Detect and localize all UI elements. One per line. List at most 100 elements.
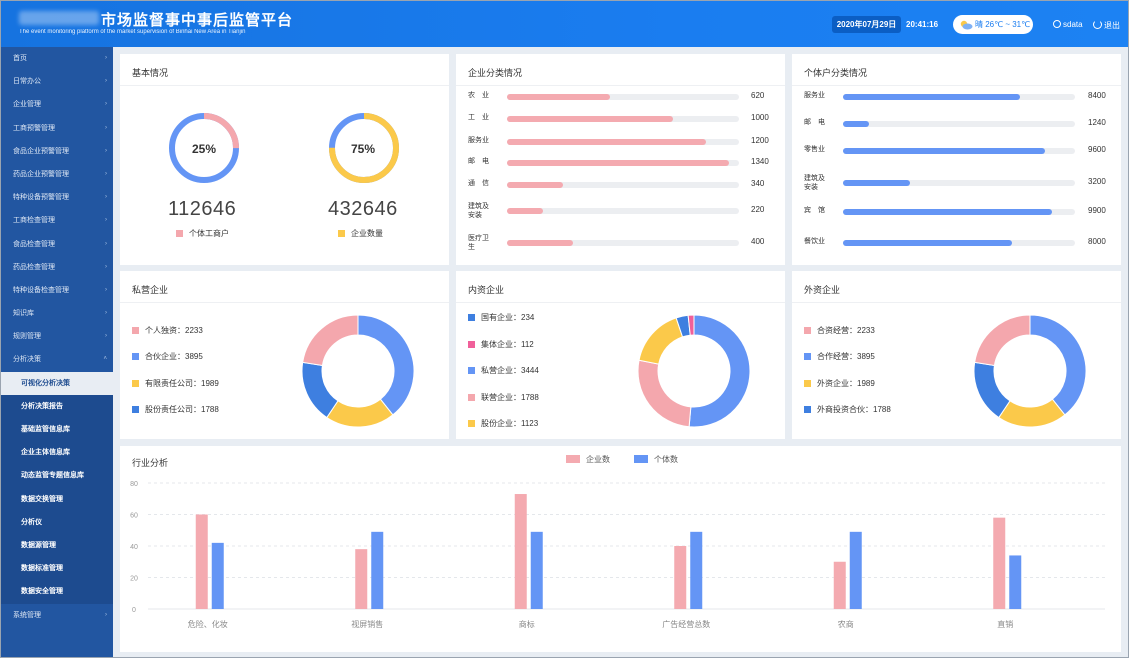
bar-row: 邮 电 1240 <box>804 118 1114 132</box>
legend-item: 合资经营：2233 <box>804 325 875 336</box>
sidebar-item[interactable]: 特种设备预警管理 › <box>1 186 113 209</box>
divider <box>120 85 449 86</box>
sidebar-item-label: 可视化分析决策 <box>21 379 70 387</box>
donut-slice <box>688 314 751 428</box>
sidebar-item[interactable]: 知识库 › <box>1 302 113 325</box>
bar-individual <box>849 531 862 609</box>
bar-row: 服务业 8400 <box>804 91 1114 105</box>
donut-slice <box>675 314 691 338</box>
panel-title: 企业分类情况 <box>468 68 523 78</box>
sidebar-item[interactable]: 日常办公 › <box>1 70 113 93</box>
bar-track <box>843 240 1075 246</box>
legend-swatch <box>132 406 139 413</box>
sidebar-item-label: 食品企业预警管理 <box>13 147 69 155</box>
sidebar-subitem[interactable]: 数据源管理 <box>1 533 113 558</box>
legend-swatch <box>176 230 183 237</box>
legend-swatch <box>468 367 475 374</box>
sidebar-item[interactable]: 规则管理 › <box>1 325 113 348</box>
sidebar-subitem[interactable]: 分析决策报告 <box>1 394 113 418</box>
sidebar-item[interactable]: 药品企业预警管理 › <box>1 163 113 186</box>
bar-label: 餐饮业 <box>804 238 825 245</box>
panel-individual-class: 个体户分类情况 服务业 8400 邮 电 1240 零售业 9600 建筑及安装 3200 宾 … <box>792 54 1121 265</box>
bar-fill <box>507 182 564 188</box>
sidebar-item[interactable]: 食品企业预警管理 › <box>1 140 113 163</box>
date-display: 2020年07月29日 <box>832 16 901 33</box>
sidebar-item-label: 知识库 <box>13 310 34 318</box>
chevron-icon: › <box>105 101 107 108</box>
sidebar-item[interactable]: 工商预警管理 › <box>1 117 113 140</box>
sidebar-subitem[interactable]: 可视化分析决策 <box>1 371 113 395</box>
sidebar-item-label: 数据源管理 <box>21 541 56 549</box>
panel-title: 个体户分类情况 <box>804 68 868 78</box>
sidebar-item-label: 药品企业预警管理 <box>13 170 69 178</box>
legend-swatch <box>468 314 475 321</box>
legend-swatch <box>468 394 475 401</box>
bar-fill <box>843 240 1012 246</box>
legend-swatch <box>468 420 475 427</box>
bar-track <box>507 182 739 188</box>
sidebar-item[interactable]: 分析决策 ˄ <box>1 348 113 371</box>
sidebar-subitem[interactable]: 数据交换管理 <box>1 487 113 511</box>
sidebar-item[interactable]: 食品检查管理 › <box>1 233 113 256</box>
legend-item: 有限责任公司：1989 <box>132 378 219 389</box>
sidebar-subitem[interactable]: 动态监管专题信息库 <box>1 464 113 488</box>
legend-swatch <box>804 327 811 334</box>
top-header: 市场监督事中事后监管平台 The event monitoring platfo… <box>1 1 1128 47</box>
sidebar-item-label: 数据标准管理 <box>21 565 63 573</box>
sidebar-item-label: 分析决策 <box>13 356 41 364</box>
sidebar-item[interactable]: 系统管理 › <box>1 604 113 627</box>
chevron-icon: › <box>105 263 107 270</box>
sidebar-subitem[interactable]: 基础监管信息库 <box>1 418 113 442</box>
sidebar-subitem[interactable]: 分析仪 <box>1 510 113 534</box>
bar-value: 1240 <box>1088 118 1106 127</box>
bar-value: 620 <box>751 91 765 100</box>
sidebar-item-label: 日常办公 <box>13 78 41 86</box>
panel-title: 内资企业 <box>468 285 505 295</box>
legend-label: 合资经营：2233 <box>817 326 875 335</box>
legend-swatch <box>804 380 811 387</box>
sidebar-item-label: 分析决策报告 <box>21 402 63 410</box>
donut-chart <box>637 314 751 428</box>
bar-track <box>507 94 739 100</box>
sidebar-item[interactable]: 工商检查管理 › <box>1 209 113 232</box>
sidebar-subitem[interactable]: 数据标准管理 <box>1 557 113 581</box>
power-icon <box>1093 20 1102 29</box>
sidebar-item-label: 企业管理 <box>13 101 41 109</box>
bar-label: 零售业 <box>804 146 825 153</box>
sidebar-item[interactable]: 特种设备检查管理 › <box>1 279 113 302</box>
legend-swatch <box>804 406 811 413</box>
bar-value: 8400 <box>1088 91 1106 100</box>
sidebar-item-label: 首页 <box>13 55 27 62</box>
bar-individual <box>690 531 703 609</box>
donut-slice <box>357 314 415 416</box>
legend-label: 合伙企业：3895 <box>145 352 203 361</box>
bar-fill <box>843 121 870 127</box>
time-display: 20:41:16 <box>906 20 939 29</box>
logout-label: 退出 <box>1104 21 1120 30</box>
sidebar-item[interactable]: 首页 › <box>1 47 113 70</box>
y-tick-label: 20 <box>130 576 138 583</box>
logout-button[interactable]: 退出 <box>1093 20 1120 31</box>
divider <box>120 302 449 303</box>
sidebar-item-label: 数据交换管理 <box>21 495 63 503</box>
sidebar-item-label: 药品检查管理 <box>13 263 55 271</box>
bar-individual <box>371 531 384 609</box>
sidebar-menu: 首页 › 日常办公 › 企业管理 › 工商预警管理 › 食品企业预警管理 › 药品企业预警管理 › 特种… <box>1 47 113 627</box>
sidebar-item[interactable]: 药品检查管理 › <box>1 256 113 279</box>
user-menu[interactable]: sdata <box>1053 20 1083 29</box>
legend-label: 集体企业：112 <box>481 340 534 349</box>
panel-title: 外资企业 <box>804 285 841 295</box>
chevron-icon: › <box>105 611 107 618</box>
sidebar-item[interactable]: 企业管理 › <box>1 93 113 116</box>
legend-item: 股份企业：1123 <box>468 418 538 429</box>
bar-fill <box>507 139 706 145</box>
sidebar-subitem[interactable]: 企业主体信息库 <box>1 441 113 465</box>
sidebar-subitem[interactable]: 数据安全管理 <box>1 580 113 604</box>
legend-item: 私营企业：3444 <box>468 365 539 376</box>
panel-title: 私营企业 <box>132 285 169 295</box>
donut-individual <box>169 113 239 183</box>
legend-item: 股份责任公司：1788 <box>132 404 219 415</box>
sidebar-item-label: 特种设备预警管理 <box>13 194 69 202</box>
bar-enterprise <box>355 549 368 609</box>
x-tick-label: 商标 <box>519 619 535 629</box>
